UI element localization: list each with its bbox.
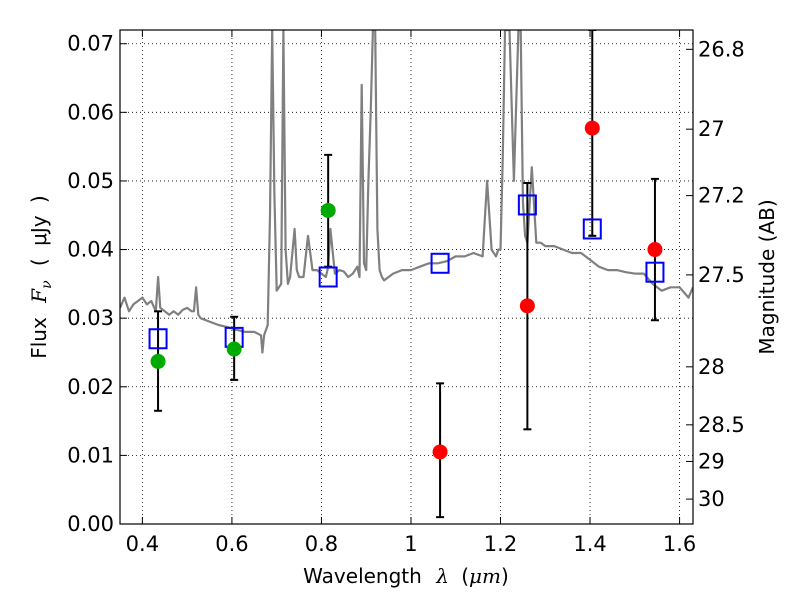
y-tick-label: 0.02 bbox=[67, 375, 114, 399]
x-axis-label-text: Wavelength bbox=[303, 564, 422, 588]
right-tick-label: 28.5 bbox=[698, 413, 745, 437]
plot-background bbox=[120, 30, 693, 524]
right-tick-label: 27.5 bbox=[698, 263, 745, 287]
right-tick-label: 28 bbox=[698, 355, 725, 379]
right-axis-label: Magnitude (AB) bbox=[755, 199, 779, 354]
y-axis-label-text: Flux bbox=[27, 317, 51, 359]
model-photometry-point bbox=[430, 252, 450, 274]
markers bbox=[148, 120, 665, 460]
x-tick-label: 1.6 bbox=[663, 532, 696, 556]
observed-point bbox=[432, 444, 448, 460]
y-axis-label-subscript: ν bbox=[39, 280, 55, 289]
x-tick-label: 0.4 bbox=[126, 532, 159, 556]
y-tick-label: 0.07 bbox=[67, 32, 114, 56]
x-tick-label: 1 bbox=[404, 532, 417, 556]
plot-area bbox=[120, 30, 693, 519]
right-tick-label: 27 bbox=[698, 117, 725, 141]
x-tick-label: 0.8 bbox=[305, 532, 338, 556]
y-tick-label: 0.00 bbox=[67, 512, 114, 536]
y-tick-label: 0.01 bbox=[67, 443, 114, 467]
y-axis-label-symbol: F bbox=[27, 288, 51, 304]
model-photometry-point bbox=[318, 266, 338, 288]
y-axis-label-unit: μJy bbox=[27, 215, 51, 246]
x-axis-label-unit-open: ( bbox=[461, 564, 469, 588]
plot-frame bbox=[119, 29, 694, 525]
observed-point bbox=[320, 202, 336, 218]
observed-point bbox=[647, 242, 663, 258]
y-axis-label-unit-open: ( bbox=[27, 258, 51, 266]
observed-point bbox=[150, 353, 166, 369]
x-axis-label-unit-close: ) bbox=[501, 564, 509, 588]
x-tick-label: 0.6 bbox=[215, 532, 248, 556]
right-tick-label: 27.2 bbox=[698, 184, 745, 208]
observed-point bbox=[226, 341, 242, 357]
model-photometry-point bbox=[517, 194, 537, 216]
model-photometry-point bbox=[148, 328, 168, 350]
model-photometry-point bbox=[582, 218, 602, 240]
right-tick-label: 29 bbox=[698, 449, 725, 473]
model-spectrum-line bbox=[120, 30, 693, 354]
y-tick-label: 0.05 bbox=[67, 169, 114, 193]
y-tick-label: 0.06 bbox=[67, 100, 114, 124]
x-axis-label-unit: μm bbox=[469, 564, 501, 588]
x-tick-label: 1.2 bbox=[484, 532, 517, 556]
x-axis-label: Wavelength λ (μm) bbox=[303, 564, 509, 588]
y-axis-label: Flux Fν ( μJy ) bbox=[27, 195, 56, 359]
right-tick-label: 26.8 bbox=[698, 37, 745, 61]
y-axis-label-unit-close: ) bbox=[27, 195, 51, 203]
x-axis-label-symbol: λ bbox=[435, 564, 449, 588]
y-tick-label: 0.03 bbox=[67, 306, 114, 330]
right-tick-label: 30 bbox=[698, 487, 725, 511]
axis-ticks: 0.4 0.6 0.8 1 1.2 1.4 1.6 0.00 0.01 0.02 0.03 0.04 0… bbox=[67, 30, 745, 556]
observed-point bbox=[584, 120, 600, 136]
x-tick-label: 1.4 bbox=[573, 532, 606, 556]
model-photometry-point bbox=[645, 261, 665, 283]
y-tick-label: 0.04 bbox=[67, 238, 114, 262]
observed-point bbox=[519, 298, 535, 314]
